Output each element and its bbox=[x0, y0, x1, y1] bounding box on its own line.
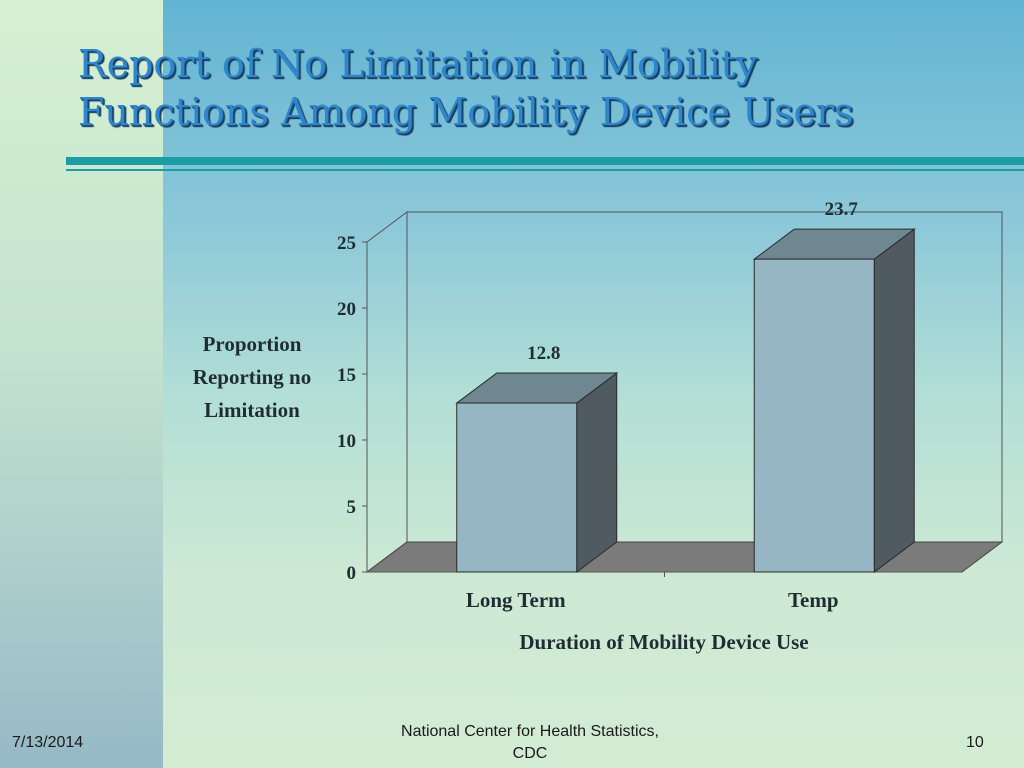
bar-long-term bbox=[455, 372, 619, 573]
x-tick-label: Long Term bbox=[466, 588, 566, 612]
data-label: 23.7 bbox=[825, 199, 859, 220]
y-tick-label: 20 bbox=[337, 299, 356, 320]
slide-title: Report of No Limitation in Mobility Func… bbox=[78, 40, 1018, 136]
footer-source: National Center for Health Statistics, C… bbox=[401, 723, 659, 762]
y-tick-label: 25 bbox=[337, 233, 356, 254]
page-number: 10 bbox=[966, 734, 984, 751]
bar-side bbox=[873, 228, 915, 573]
side-wall bbox=[366, 211, 408, 573]
title-underline-thick bbox=[66, 157, 1024, 165]
y-tick-label: 15 bbox=[337, 365, 356, 386]
data-label: 12.8 bbox=[527, 343, 560, 364]
y-axis-label-line: Limitation bbox=[204, 398, 300, 422]
bar-side bbox=[576, 372, 618, 573]
bar-front bbox=[456, 402, 578, 573]
y-tick-label: 0 bbox=[347, 563, 357, 584]
y-axis-label-line: Reporting no bbox=[193, 365, 311, 389]
y-tick-label: 10 bbox=[337, 431, 356, 452]
title-underline-thin bbox=[66, 169, 1024, 171]
y-axis-label: Proportion Reporting no Limitation bbox=[193, 332, 311, 422]
y-tick-label: 5 bbox=[347, 497, 357, 518]
title-line-1: Report of No Limitation in Mobility bbox=[78, 42, 758, 86]
plot-area: 0 5 10 15 20 25 12.8 Long Term 23.7 Temp bbox=[337, 199, 1004, 612]
bar-front bbox=[753, 258, 875, 573]
x-tick-label: Temp bbox=[788, 588, 839, 612]
footer-date: 7/13/2014 bbox=[12, 734, 84, 751]
x-axis-label: Duration of Mobility Device Use bbox=[519, 630, 808, 654]
y-axis-label-line: Proportion bbox=[203, 332, 302, 356]
bar-temp bbox=[752, 228, 916, 573]
left-panel bbox=[0, 0, 163, 768]
title-line-2: Functions Among Mobility Device Users bbox=[78, 90, 854, 134]
